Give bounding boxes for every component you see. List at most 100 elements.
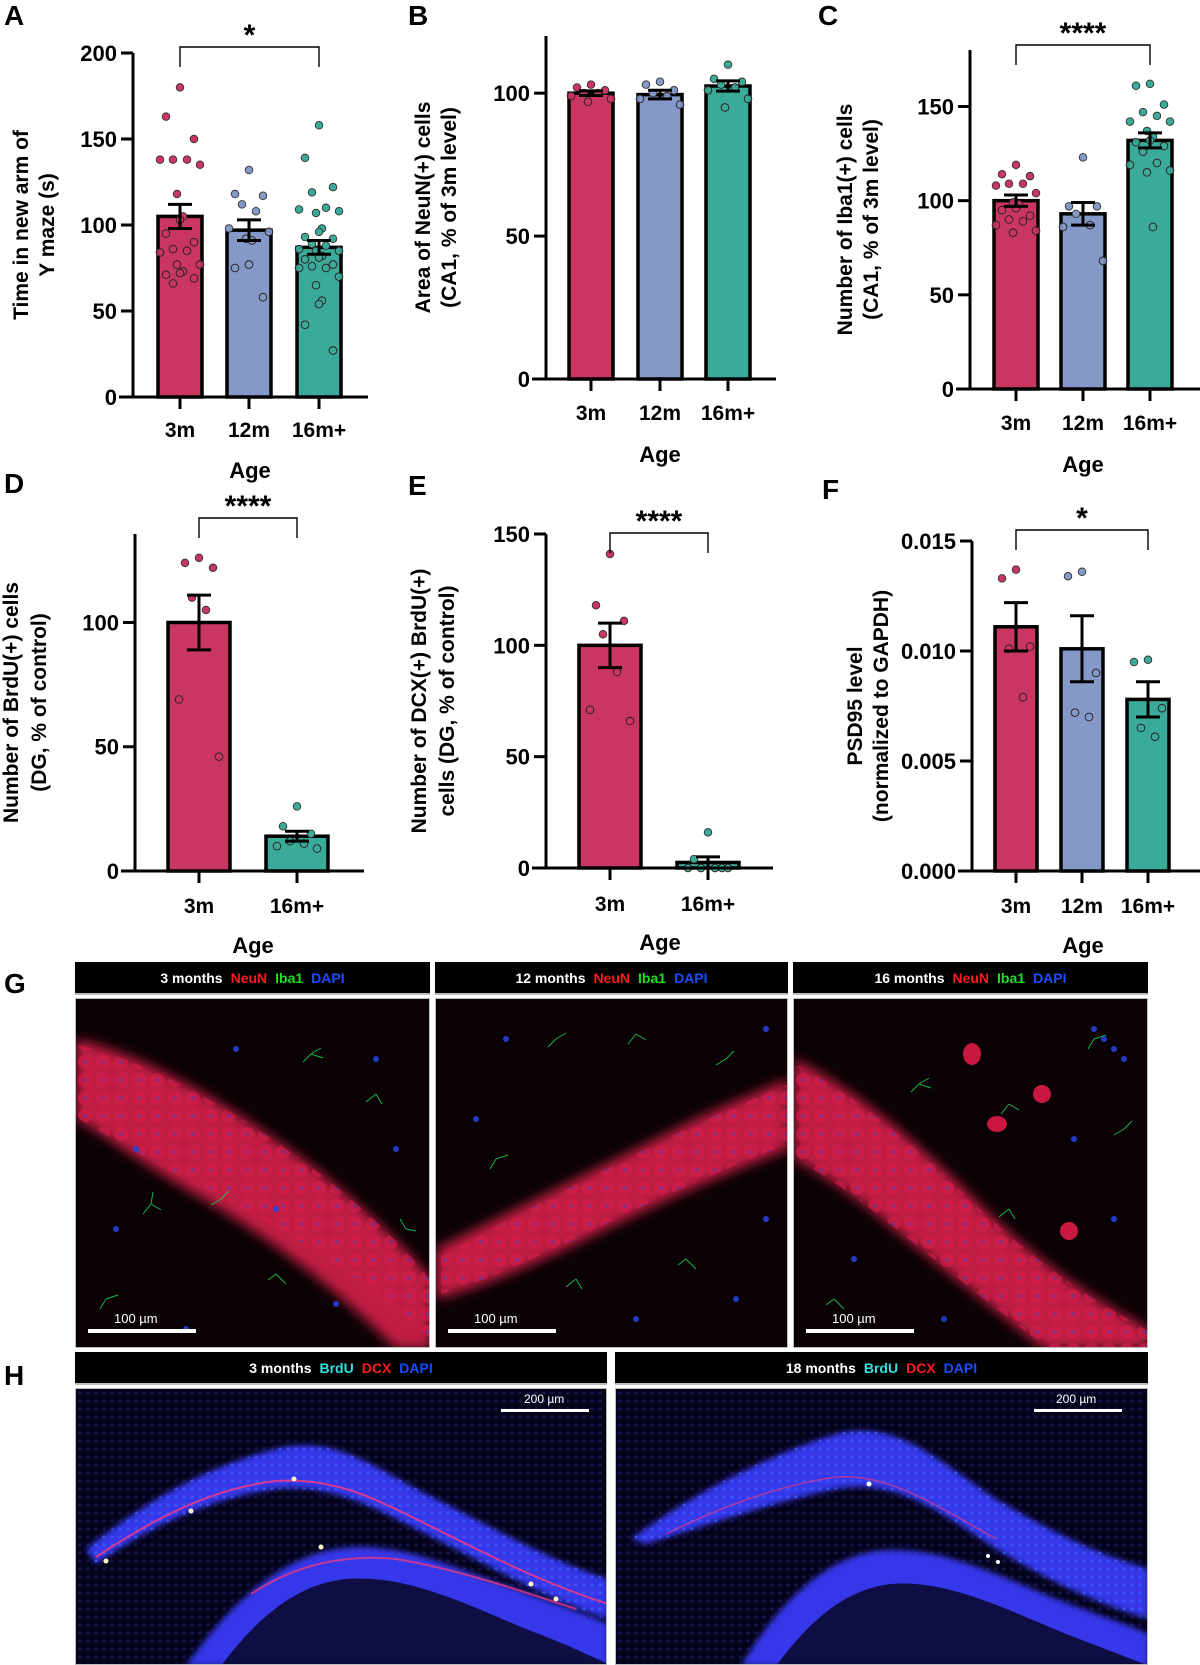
stain-dcx-label: DCX [906,1359,936,1376]
stain-neun-label: NeuN [593,969,631,986]
data-point [1025,171,1035,181]
y-tick-label: 0 [105,385,117,410]
y-tick-label: 100 [493,81,530,106]
stain-dapi-label: DAPI [311,969,345,986]
panel-letter-e: E [408,470,427,501]
significance-bracket [198,517,298,538]
svg-text:Area of NeuN(+) cells: Area of NeuN(+) cells [412,102,435,314]
data-point [328,234,338,244]
data-point [1063,571,1073,581]
stain-dapi-label: DAPI [399,1359,433,1376]
x-axis-title-e: Age [639,930,681,955]
neun-band-image [436,1026,787,1322]
x-tick-label: 16m+ [1121,895,1175,918]
data-point [586,80,596,89]
y-axis-label: Area of NeuN(+) cells (CA1, % of 3m level… [412,102,461,314]
data-point [292,802,302,811]
micrograph-header-g-12m: 12 months NeuN Iba1 DAPI [435,962,788,995]
data-point [314,120,324,130]
data-point [655,77,665,86]
data-point [1064,202,1074,211]
data-point [294,205,304,214]
data-point [208,563,218,573]
x-tick-label: 3m [1001,895,1031,918]
scale-bar [1034,1409,1122,1412]
svg-text:(normalized to GAPDH): (normalized to GAPDH) [870,590,893,822]
data-point [307,188,317,197]
neun-band-image [794,1026,1147,1347]
data-point [997,574,1007,583]
svg-text:Y maze (s): Y maze (s) [36,173,59,277]
chart-panel-e: 0 50 100 150 3m 16m+ Number of DCX(+) BrdU(+) c… [408,505,773,916]
data-point [1011,160,1021,170]
data-point [189,134,199,144]
y-tick-label: 0.005 [901,749,956,774]
data-point [641,80,651,89]
y-tick-label: 100 [917,189,954,214]
y-tick-label: 0.000 [901,859,956,884]
svg-text:Time in new arm of: Time in new arm of [10,129,33,320]
data-point [195,160,205,170]
y-tick-label: 50 [506,224,530,249]
svg-text:(DG, % of control): (DG, % of control) [28,613,51,791]
significance-label: **** [1060,17,1107,50]
data-point [591,601,601,610]
age-label: 3 months [160,969,223,986]
data-point [278,822,288,831]
stain-dapi-label: DAPI [674,969,708,986]
bar-12m [636,92,684,381]
bar-12m [1059,212,1107,391]
svg-text:cells (DG, % of control): cells (DG, % of control) [436,585,459,816]
scale-label: 200 µm [1056,1392,1097,1406]
data-point [155,155,165,164]
age-label: 16 months [874,969,945,986]
x-tick-label: 3m [576,402,606,425]
significance-bracket [1015,44,1151,65]
svg-text:Number of BrdU(+) cells: Number of BrdU(+) cells [0,582,23,823]
panel-letter-d: D [4,468,25,499]
significance-bracket [609,532,709,553]
neun-band-image [76,1039,429,1347]
data-point [321,203,331,213]
stain-neun-label: NeuN [952,969,990,986]
svg-text:Number of DCX(+) BrdU(+): Number of DCX(+) BrdU(+) [408,569,431,834]
stain-dapi-label: DAPI [1033,969,1067,986]
data-point [1159,100,1169,109]
data-point [689,854,699,864]
x-tick-label: 16m+ [292,419,346,442]
data-point [1125,117,1135,126]
data-point [703,828,713,837]
panel-letter-h: H [4,1360,25,1391]
y-tick-label: 0.015 [901,529,956,554]
data-point [1077,567,1087,577]
y-tick-label: 50 [95,735,119,760]
dentate-gyrus-image [616,1389,1147,1664]
significance-label: * [244,19,256,52]
scale-label: 100 µm [832,1311,876,1326]
micrograph-g-16m: 100 µm [793,998,1148,1348]
data-point [1131,81,1141,91]
age-label: 12 months [515,969,586,986]
y-tick-label: 50 [506,745,530,770]
micrograph-h-3m: 200 µm [75,1388,607,1665]
bar-3m [166,620,232,873]
data-point [1152,111,1162,121]
chart-panel-a: 0 50 100 150 200 3m 12m 16m+ Time in new arm of Y… [10,19,368,442]
x-tick-label: 16m+ [270,895,324,918]
significance-label: * [1076,502,1088,535]
data-point [709,74,719,84]
scale-label: 100 µm [474,1311,518,1326]
y-tick-label: 0 [518,856,530,881]
data-point [997,170,1007,179]
scale-bar [88,1329,196,1333]
data-point [1078,153,1088,162]
micrograph-g-12m: 100 µm [435,998,788,1348]
chart-panel-c: 0 50 100 150 3m 12m 16m+ Number of Iba1(+) cell… [834,17,1200,435]
y-tick-label: 100 [80,213,117,238]
chart-panel-d: 0 50 100 3m 16m+ Number of BrdU(+) cells (DG, … [0,490,364,918]
bar-12m [225,228,273,399]
data-point [168,155,178,164]
panel-letter-c: C [818,0,839,31]
bar-16m+ [1126,138,1174,391]
x-tick-label: 12m [1062,412,1104,435]
